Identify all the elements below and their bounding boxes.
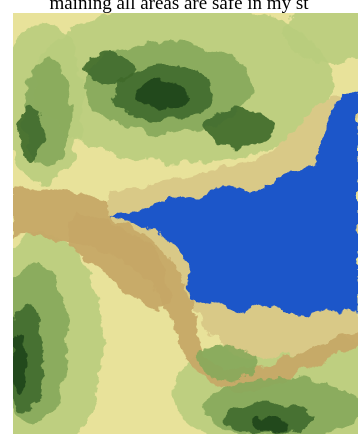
- elevation-map-graphic: [data-name="terrain-base"] { fill: #e6df…: [13, 13, 358, 434]
- cropped-caption-text: maining all areas are safe in my st: [49, 0, 309, 14]
- deep-green-peaks: [13, 81, 293, 433]
- tan-lowland: [13, 186, 358, 392]
- elevation-map: [data-name="terrain-base"] { fill: #e6df…: [13, 13, 358, 434]
- lake-water: [111, 91, 358, 316]
